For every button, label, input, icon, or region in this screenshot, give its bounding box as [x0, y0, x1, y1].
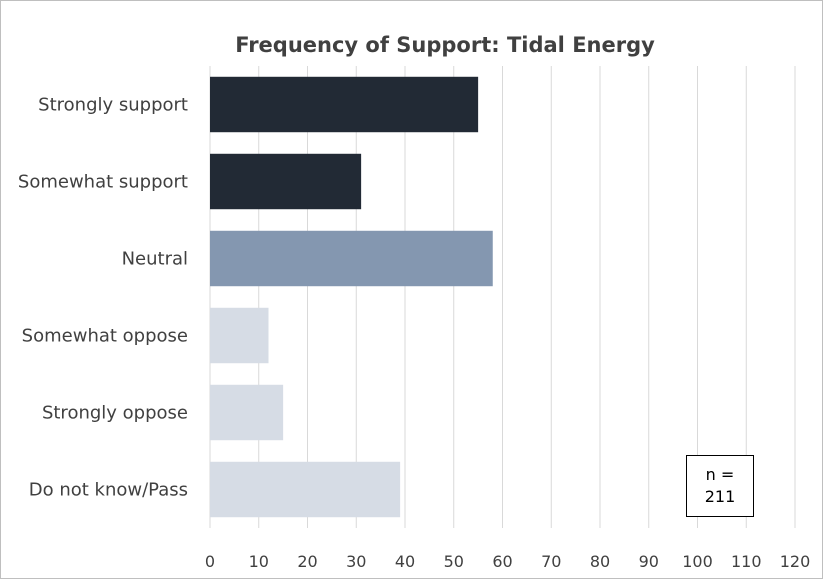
x-tick-label: 50 — [444, 552, 464, 571]
x-tick-label: 60 — [492, 552, 512, 571]
x-tick-label: 10 — [249, 552, 269, 571]
x-tick-label: 0 — [205, 552, 215, 571]
bar — [210, 153, 362, 210]
gridlines — [209, 66, 796, 528]
x-tick-label: 100 — [682, 552, 713, 571]
bar — [210, 76, 479, 133]
x-tick-label: 40 — [395, 552, 415, 571]
x-tick-label: 80 — [590, 552, 610, 571]
x-tick-label: 120 — [780, 552, 811, 571]
category-label: Do not know/Pass — [29, 480, 188, 501]
category-labels: Strongly support Somewhat support Neutral S… — [18, 95, 188, 501]
bar — [210, 230, 493, 287]
category-label: Somewhat oppose — [22, 326, 188, 347]
x-tick-label: 70 — [541, 552, 561, 571]
bar — [210, 307, 269, 364]
category-label: Neutral — [122, 249, 188, 270]
category-label: Somewhat support — [18, 172, 188, 193]
bar — [210, 384, 284, 441]
x-tick-labels: 0 10 20 30 40 50 60 70 80 90 100 110 120 — [205, 552, 810, 571]
x-tick-label: 110 — [731, 552, 762, 571]
x-tick-label: 20 — [297, 552, 317, 571]
sample-size-note: n = 211 — [686, 455, 754, 517]
x-tick-label: 90 — [639, 552, 659, 571]
category-label: Strongly support — [38, 95, 188, 116]
chart-title: Frequency of Support: Tidal Energy — [235, 33, 655, 57]
sample-size-label: n = — [705, 465, 735, 484]
x-tick-label: 30 — [346, 552, 366, 571]
bars — [210, 76, 493, 518]
sample-size-value: 211 — [704, 487, 736, 506]
bar — [210, 461, 401, 518]
category-label: Strongly oppose — [42, 403, 188, 424]
